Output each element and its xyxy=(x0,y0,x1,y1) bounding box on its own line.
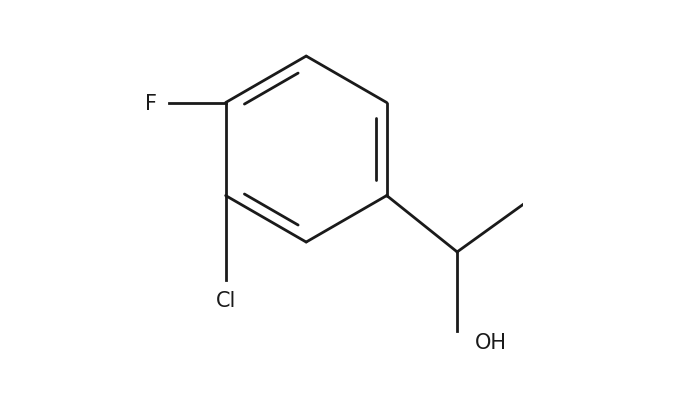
Text: F: F xyxy=(145,93,157,113)
Text: OH: OH xyxy=(475,332,507,352)
Text: Cl: Cl xyxy=(216,290,236,310)
